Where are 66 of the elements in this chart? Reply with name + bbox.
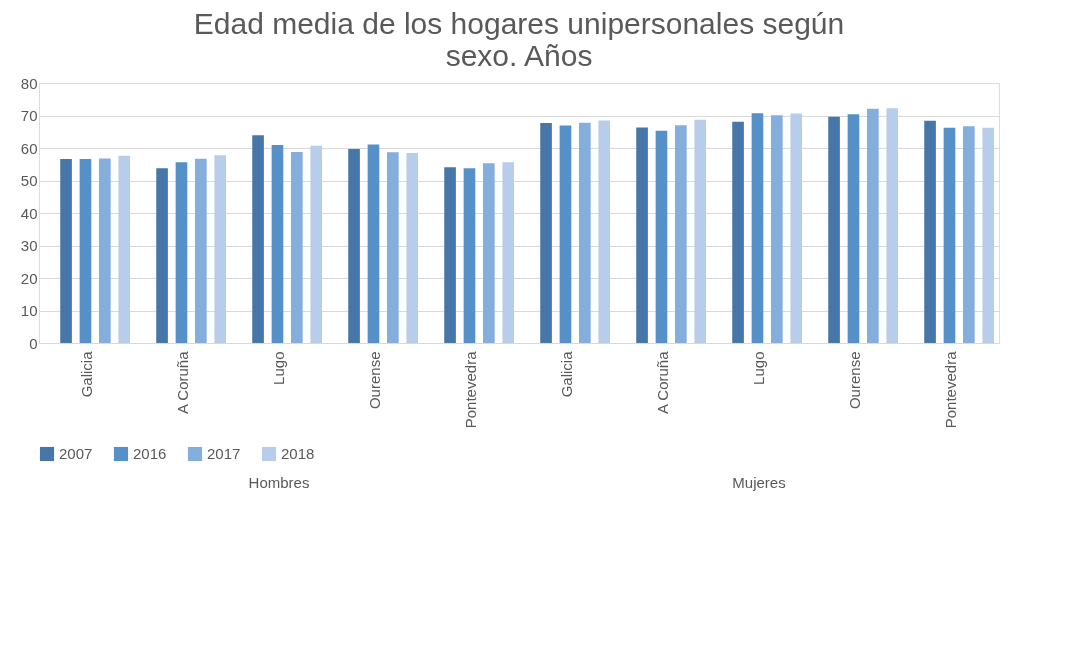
bar [732, 121, 744, 343]
bar [828, 116, 840, 343]
bar [195, 158, 207, 343]
legend-label: 2017 [207, 445, 241, 462]
x-tick-label: Galicia [78, 350, 95, 398]
x-tick-label: Pontevedra [462, 350, 479, 429]
bar [675, 125, 687, 343]
bar [175, 162, 188, 343]
bar [924, 120, 936, 343]
y-tick-label: 40 [20, 204, 38, 222]
legend-label: 2007 [59, 445, 93, 462]
legend-label: 2016 [133, 445, 167, 462]
x-tick-label: A Coruña [654, 350, 671, 415]
y-tick-label: 80 [20, 74, 38, 92]
x-tick-label: Galicia [558, 350, 575, 398]
bar [540, 122, 552, 343]
bar [214, 155, 227, 343]
bar [99, 158, 111, 343]
x-tick-label: Lugo [270, 351, 287, 385]
bar [444, 167, 456, 343]
bar [579, 122, 591, 343]
bar [310, 145, 323, 343]
bar [348, 148, 360, 343]
bar [559, 125, 572, 343]
y-tick-label: 50 [20, 172, 38, 189]
y-tick-label: 70 [20, 107, 38, 124]
bar [60, 159, 72, 343]
bar [982, 127, 995, 343]
y-tick-label: 60 [20, 139, 38, 157]
bar [943, 127, 956, 343]
bar [771, 115, 783, 343]
bar [156, 168, 168, 343]
x-tick-label: Ourense [366, 351, 383, 410]
y-tick-label: 20 [20, 269, 38, 287]
bar [790, 113, 803, 343]
bar [252, 135, 264, 343]
bar [655, 130, 668, 343]
y-tick-label: 30 [20, 237, 38, 254]
bar [847, 114, 860, 343]
bar [406, 152, 419, 343]
bar [502, 162, 515, 343]
legend-label: 2018 [281, 445, 315, 462]
bar [751, 113, 764, 343]
bar [367, 144, 380, 343]
x-tick-label: A Coruña [174, 350, 191, 415]
x-tick-label: Lugo [750, 351, 767, 385]
bar [463, 168, 476, 343]
bar [118, 155, 131, 343]
bar [636, 127, 648, 343]
chart-title: Edad media de los hogares unipersonales según sexo. Años [193, 7, 845, 72]
bar [963, 126, 975, 343]
bar [694, 119, 707, 343]
text: Mujeres [732, 474, 786, 491]
bar [598, 120, 611, 343]
bar [79, 159, 92, 343]
bar [387, 152, 399, 343]
x-tick-label: Ourense [846, 351, 863, 410]
bar [271, 145, 284, 343]
y-tick-label: 10 [20, 302, 38, 319]
bar [291, 151, 303, 343]
bar [886, 108, 899, 343]
x-tick-label: Pontevedra [942, 350, 959, 429]
y-tick-label: 0 [29, 334, 38, 352]
bar [867, 108, 879, 343]
bar [483, 163, 495, 343]
text: Hombres [248, 474, 310, 491]
